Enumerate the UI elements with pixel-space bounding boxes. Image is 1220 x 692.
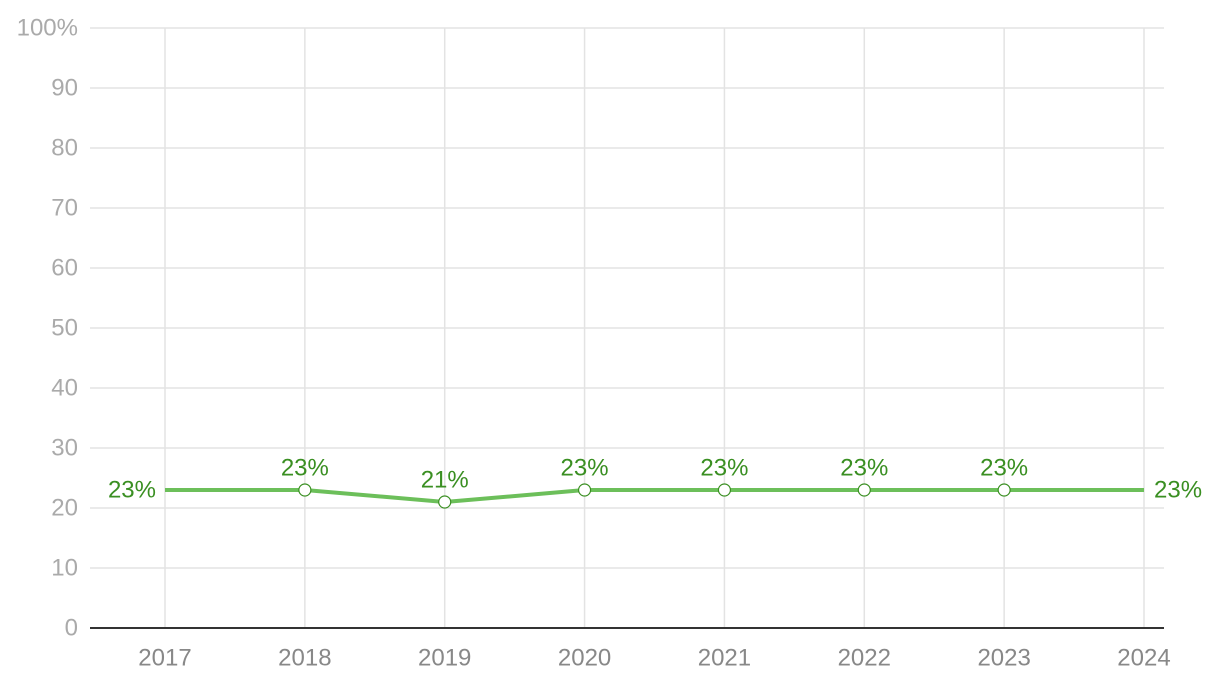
- data-point-marker: [717, 483, 732, 497]
- x-tick-label: 2020: [558, 645, 611, 672]
- y-tick-label: 10: [51, 555, 78, 582]
- data-point-marker: [997, 483, 1011, 497]
- series-layer: [165, 483, 1144, 509]
- data-label: 23%: [281, 455, 329, 482]
- series-line: [165, 488, 1144, 504]
- data-label: 23%: [108, 477, 156, 504]
- vertical-gridlines: [164, 28, 1145, 628]
- y-tick-label: 30: [51, 435, 78, 462]
- y-tick-label: 20: [51, 495, 78, 522]
- y-tick-label: 50: [51, 315, 78, 342]
- data-point-marker: [857, 483, 871, 497]
- x-tick-label: 2022: [838, 645, 891, 672]
- x-axis-tick-labels: 2017 2018 2019 2020 2021 2022 2023 2024: [138, 645, 1170, 672]
- data-label: 23%: [980, 455, 1028, 482]
- data-label: 21%: [421, 467, 469, 494]
- data-label: 23%: [1154, 477, 1202, 504]
- horizontal-gridlines: [90, 27, 1164, 569]
- data-label: 23%: [561, 455, 609, 482]
- x-tick-label: 2019: [418, 645, 471, 672]
- y-tick-label: 0: [65, 615, 78, 642]
- x-tick-label: 2021: [698, 645, 751, 672]
- y-tick-label: 100%: [17, 15, 78, 42]
- y-axis-tick-labels: 0 10 20 30 40 50 60 70 80 90 100%: [17, 15, 78, 642]
- data-label: 23%: [840, 455, 888, 482]
- data-point-marker: [438, 495, 452, 509]
- data-label: 23%: [700, 455, 748, 482]
- y-tick-label: 70: [51, 195, 78, 222]
- x-tick-label: 2018: [278, 645, 331, 672]
- x-tick-label: 2017: [138, 645, 191, 672]
- y-tick-label: 80: [51, 135, 78, 162]
- y-tick-label: 90: [51, 75, 78, 102]
- y-tick-label: 40: [51, 375, 78, 402]
- x-tick-label: 2024: [1117, 645, 1170, 672]
- x-tick-label: 2023: [977, 645, 1030, 672]
- data-point-marker: [298, 483, 312, 497]
- y-tick-label: 60: [51, 255, 78, 282]
- data-point-marker: [577, 483, 592, 497]
- data-labels: 23% 23% 21% 23% 23% 23% 23% 23%: [108, 455, 1202, 504]
